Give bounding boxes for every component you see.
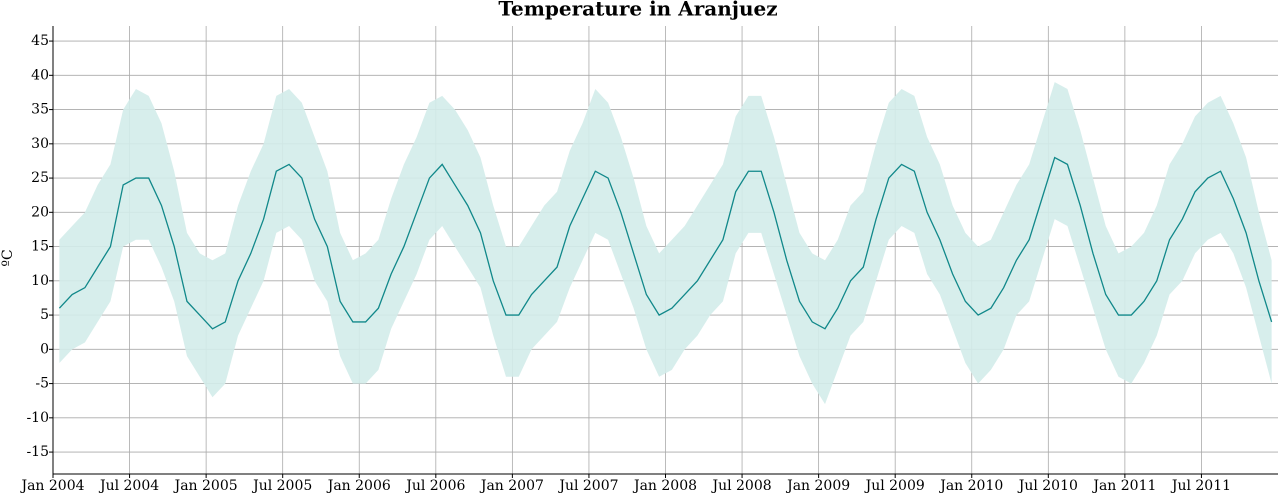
chart-title: Temperature in Aranjuez [498,0,777,21]
x-tick-label: Jan 2004 [19,478,84,494]
x-tick-label: Jan 2010 [938,478,1003,494]
y-tick-label: 5 [40,307,49,323]
x-tick-label: Jul 2005 [251,478,312,494]
y-tick-label: -10 [26,410,49,426]
y-tick-label: 35 [31,102,49,118]
y-tick-label: 0 [40,341,49,357]
mean-line [58,156,1273,330]
y-tick-label: 40 [31,67,49,83]
y-tick-label: 15 [31,239,49,255]
range-band [59,82,1272,405]
x-tick-label: Jan 2009 [785,478,850,494]
y-tick-label: 20 [31,204,49,220]
y-tick-label: -5 [35,376,49,392]
x-tick-label: Jul 2010 [1017,478,1078,494]
x-tick-label: Jul 2004 [98,478,159,494]
x-tick-label: Jan 2007 [479,478,544,494]
y-tick-label: -15 [26,444,49,460]
x-tick-label: Jul 2008 [710,478,771,494]
y-tick-label: 45 [31,33,49,49]
y-tick-label: 10 [31,273,49,289]
x-tick-label: Jan 2006 [326,478,391,494]
x-tick-label: Jul 2006 [404,478,465,494]
y-tick-label: 30 [31,136,49,152]
y-axis-label: ºC [0,249,16,266]
y-tick-label: 25 [31,170,49,186]
x-tick-label: Jul 2007 [557,478,618,494]
x-tick-label: Jan 2008 [632,478,697,494]
x-tick-label: Jul 2009 [864,478,925,494]
x-tick-label: Jul 2011 [1170,478,1231,494]
x-tick-label: Jan 2005 [173,478,238,494]
x-tick-label: Jan 2011 [1091,478,1156,494]
